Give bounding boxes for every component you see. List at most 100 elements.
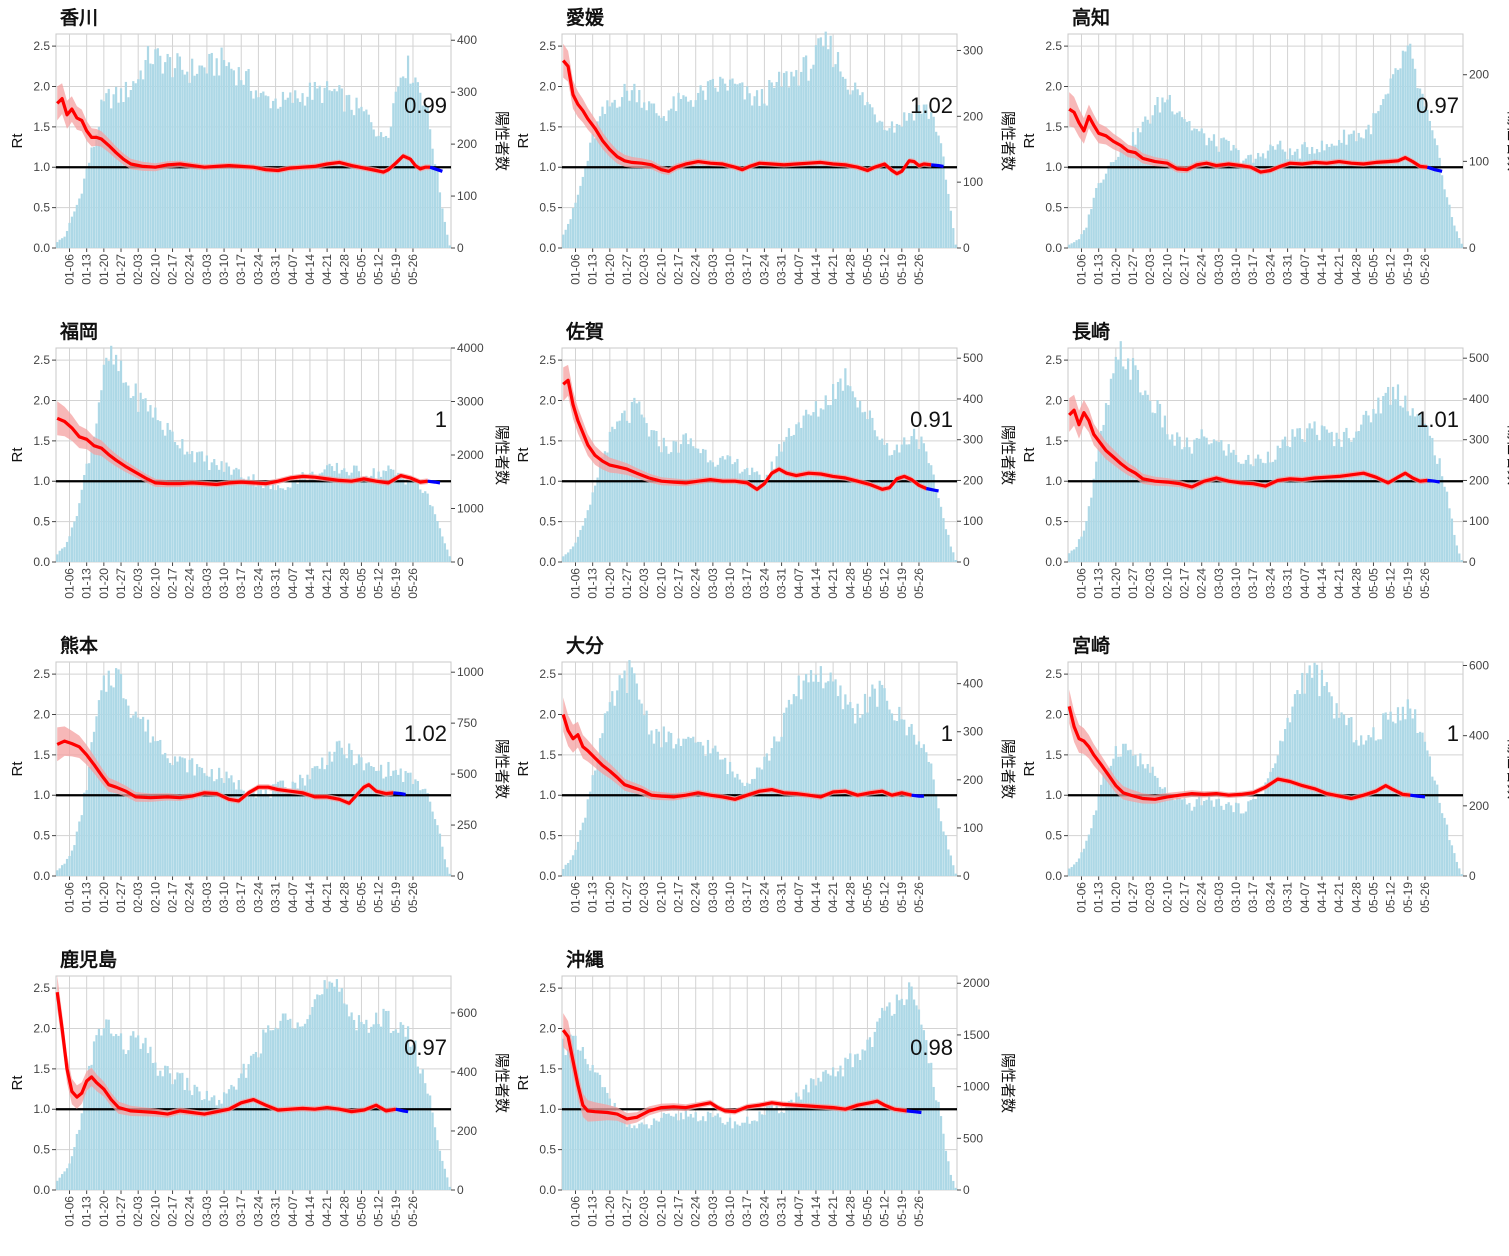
case-bar xyxy=(944,179,948,248)
case-bar xyxy=(1364,740,1368,876)
case-bar xyxy=(1423,423,1427,562)
rt-line xyxy=(562,378,927,491)
case-bar xyxy=(218,469,221,562)
case-bar xyxy=(1325,144,1328,248)
case-bar xyxy=(416,781,419,876)
case-bar xyxy=(576,1049,580,1190)
case-bar xyxy=(1445,491,1449,562)
case-bar xyxy=(1311,677,1314,876)
x-tick-label: 03-31 xyxy=(1281,882,1295,913)
case-bar xyxy=(1205,799,1208,876)
case-bar xyxy=(110,1033,113,1190)
case-bar xyxy=(603,451,607,562)
case-bar xyxy=(1315,664,1319,876)
case-bar xyxy=(1264,782,1267,876)
case-bar xyxy=(372,129,375,248)
case-bar xyxy=(245,1077,248,1190)
x-tick-label: 01-20 xyxy=(97,1196,111,1227)
rt-line xyxy=(561,1029,907,1121)
case-bar xyxy=(321,757,324,876)
case-bar xyxy=(1247,155,1250,248)
case-bar xyxy=(132,396,135,562)
y-left-tick-label: 1.0 xyxy=(1045,788,1062,802)
x-tick-label: 04-14 xyxy=(809,1196,823,1227)
case-bar xyxy=(888,1002,891,1190)
case-bar xyxy=(73,521,76,562)
case-bar xyxy=(628,660,631,876)
case-bar xyxy=(1215,799,1218,876)
case-bar xyxy=(731,464,734,562)
case-bar xyxy=(625,1126,629,1190)
case-bar xyxy=(1136,369,1140,562)
case-bar xyxy=(674,111,678,248)
x-tick-label: 03-03 xyxy=(1212,254,1226,285)
case-bar xyxy=(814,45,818,248)
case-bar xyxy=(1431,437,1434,562)
case-bar xyxy=(591,775,594,876)
case-bar xyxy=(1301,438,1304,562)
case-bar xyxy=(765,474,768,562)
case-bar xyxy=(218,75,221,248)
case-bar xyxy=(1207,794,1211,876)
case-bar xyxy=(856,407,859,562)
case-bar xyxy=(296,788,299,876)
case-bar xyxy=(240,789,243,876)
case-bar xyxy=(1146,119,1149,248)
x-tick-label: 03-24 xyxy=(1263,254,1277,285)
case-bar xyxy=(289,487,292,562)
case-bar xyxy=(947,1161,950,1190)
case-bar xyxy=(775,456,778,562)
x-tick-label: 04-21 xyxy=(1332,882,1346,913)
case-bar xyxy=(92,146,96,248)
x-tick-label: 04-07 xyxy=(792,254,806,285)
case-bar xyxy=(910,724,913,876)
case-bar xyxy=(935,1100,938,1190)
case-bar xyxy=(100,390,103,562)
x-tick-label: 02-17 xyxy=(672,882,686,913)
y-left-tick-label: 1.0 xyxy=(539,1102,556,1116)
case-bar xyxy=(716,464,719,562)
x-tick-label: 01-06 xyxy=(1074,254,1088,285)
case-bar xyxy=(379,764,383,876)
case-bar xyxy=(1279,740,1282,876)
x-tick-label: 05-05 xyxy=(354,1196,368,1227)
case-bar xyxy=(1362,744,1365,876)
y-right-tick-label: 200 xyxy=(1469,68,1489,82)
case-bar xyxy=(193,462,196,562)
case-bar xyxy=(257,484,260,562)
case-bar xyxy=(291,781,294,876)
case-bar xyxy=(1460,874,1463,876)
case-bar xyxy=(657,446,661,562)
case-bar xyxy=(323,980,326,1190)
case-bar xyxy=(83,792,86,876)
x-tick-label: 04-14 xyxy=(303,568,317,599)
case-bar xyxy=(827,1073,830,1190)
case-bar xyxy=(343,111,346,249)
y-right-tick-label: 750 xyxy=(457,716,477,730)
case-bar xyxy=(208,469,211,562)
x-tick-label: 04-28 xyxy=(843,254,857,285)
case-bar xyxy=(562,1038,565,1190)
case-bar xyxy=(335,741,339,876)
x-tick-label: 01-13 xyxy=(586,1196,600,1227)
x-tick-label: 05-05 xyxy=(1366,254,1380,285)
case-bar xyxy=(227,778,231,876)
case-bar xyxy=(711,462,714,562)
y-right-tick-label: 500 xyxy=(457,767,477,781)
case-bar xyxy=(613,429,616,562)
case-bar xyxy=(431,1112,434,1190)
case-bar xyxy=(446,867,449,876)
case-bar xyxy=(296,483,299,562)
case-bar xyxy=(1320,669,1324,876)
case-bar xyxy=(85,790,88,876)
y-left-tick-label: 0.0 xyxy=(33,869,50,883)
case-bar xyxy=(411,82,415,248)
case-bar xyxy=(679,444,683,562)
case-bar xyxy=(252,474,255,562)
case-bar xyxy=(1414,416,1417,562)
rt-forecast-line xyxy=(931,163,944,168)
case-bar xyxy=(1127,750,1130,876)
x-tick-label: 05-19 xyxy=(1401,882,1415,913)
